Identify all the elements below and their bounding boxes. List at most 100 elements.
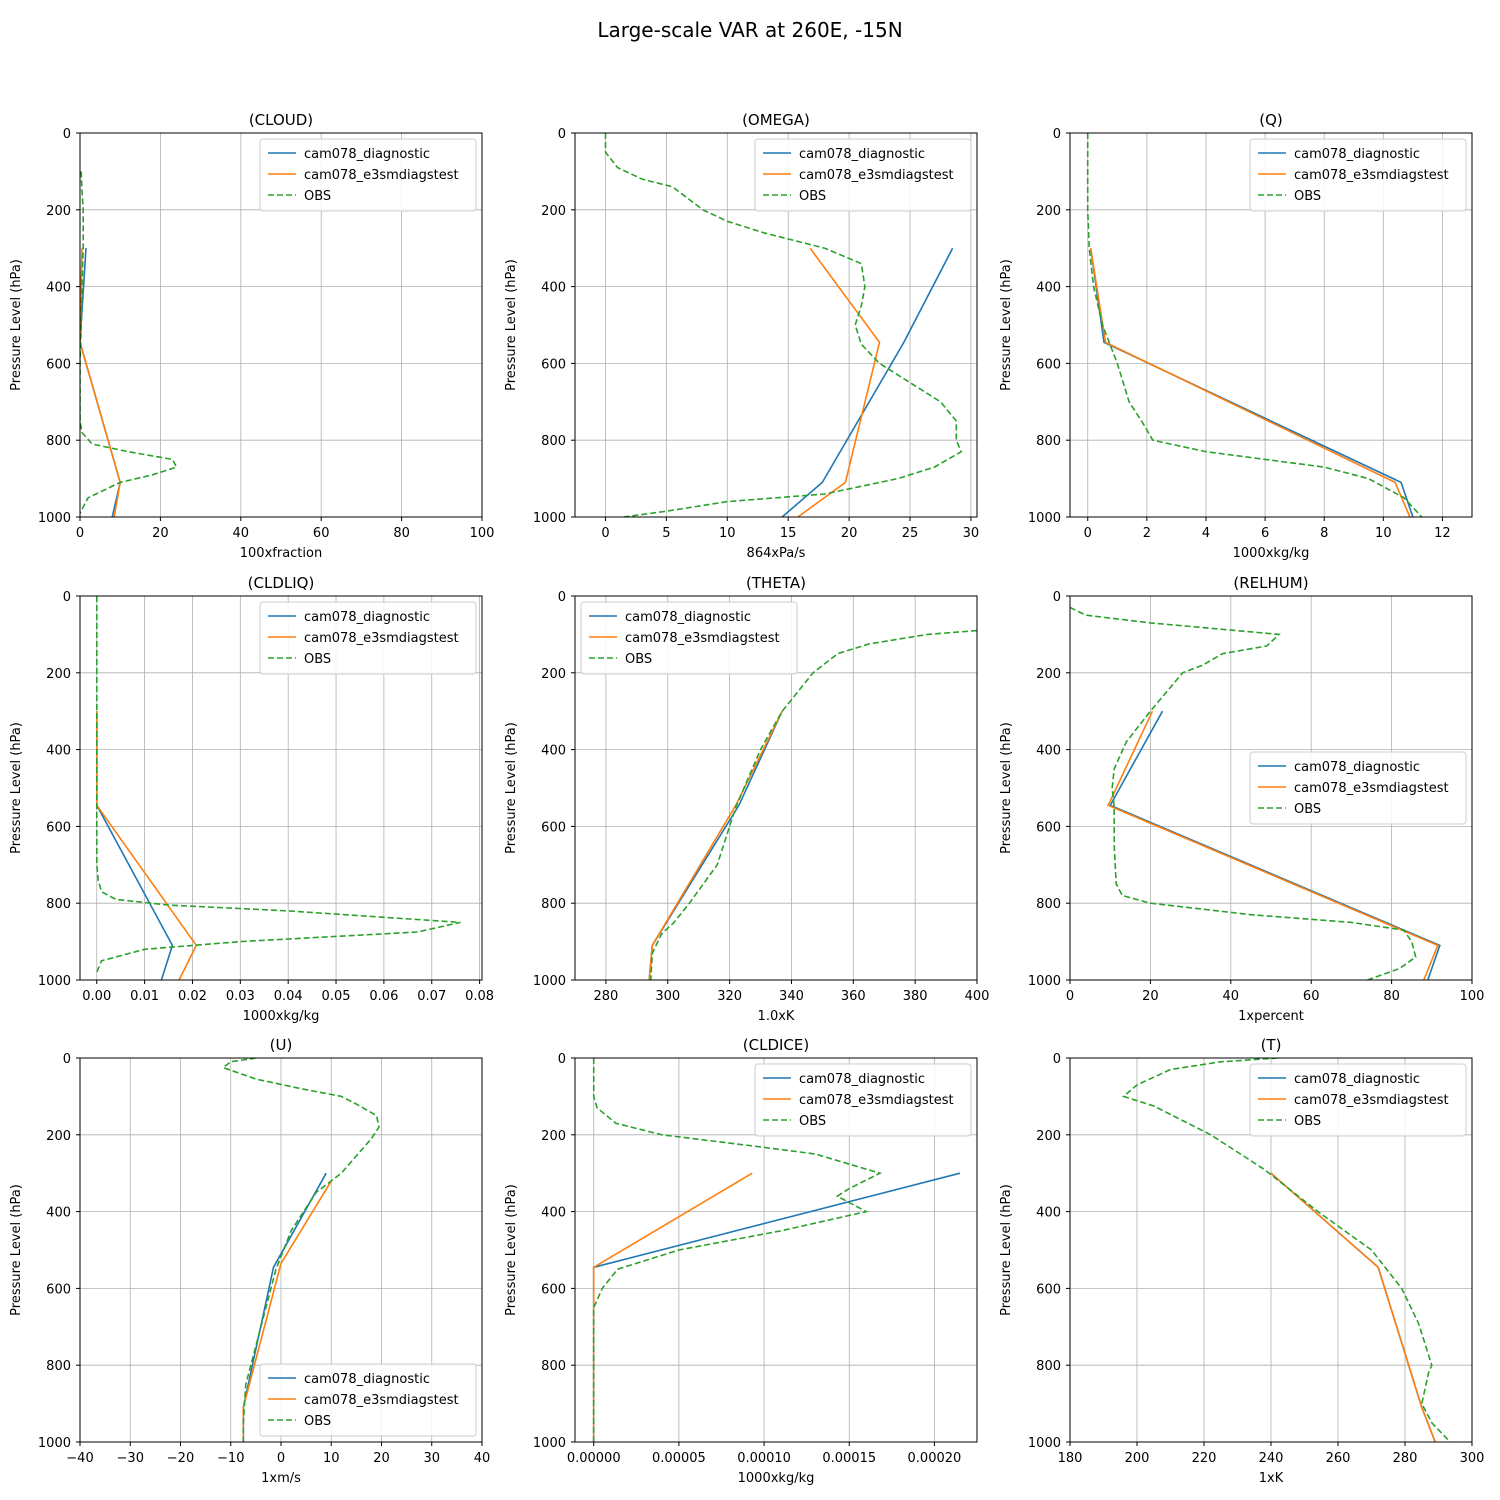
subplot-grid: 0 20 40 60 80 10002004006008001000(CLOUD)100x… <box>9 111 1484 1486</box>
y-tick-label: 1000 <box>1028 974 1061 989</box>
x-tick-label: 320 <box>717 989 742 1004</box>
legend-box <box>1249 138 1467 212</box>
legend: cam078_diagnostic cam078_e3smdiagstest OBS <box>1249 1063 1467 1137</box>
series-line-OBS <box>1086 133 1423 517</box>
x-tick-label: 40 <box>1223 989 1240 1004</box>
panel-title: (CLOUD) <box>249 111 313 129</box>
x-tick-label: 300 <box>1460 1451 1485 1466</box>
x-tick-label: 4 <box>1202 526 1210 541</box>
panel-q: 0 2 4 6 8 10 12 0 200 400 600 800 1000 (Q) 1000xkg/kg P… <box>999 111 1473 561</box>
series-line-OBS <box>650 629 977 980</box>
legend-entry: cam078_diagnostic <box>799 147 925 162</box>
panel-title: (OMEGA) <box>742 111 810 129</box>
x-tick-label: 300 <box>655 989 680 1004</box>
y-tick-label: 200 <box>46 1129 71 1144</box>
x-tick-label: 280 <box>1393 1451 1418 1466</box>
x-tick-label: 25 <box>902 526 919 541</box>
y-tick-label: 400 <box>541 281 566 296</box>
x-tick-label: 0 <box>76 526 84 541</box>
legend-entry: cam078_e3smdiagstest <box>1294 781 1449 796</box>
x-tick-label: 20 <box>152 526 169 541</box>
x-axis-label: 1.0xK <box>758 1009 795 1024</box>
x-tick-label: 60 <box>1303 989 1320 1004</box>
y-axis-label: Pressure Level (hPa) <box>504 1184 519 1316</box>
axes-frame <box>79 595 483 981</box>
x-axis-label: 1000xkg/kg <box>738 1471 815 1486</box>
legend-entry: OBS <box>799 189 826 204</box>
x-axis-label: 100xfraction <box>240 546 322 561</box>
y-tick-label: 0 <box>63 1052 71 1067</box>
y-tick-label: 1000 <box>1028 1436 1061 1451</box>
y-tick-label: 1000 <box>38 511 71 526</box>
legend-entry: cam078_diagnostic <box>304 610 430 625</box>
y-tick-label: 600 <box>1036 357 1061 372</box>
x-tick-label: 0.03 <box>226 989 255 1004</box>
y-tick-label: 0 <box>63 127 71 142</box>
y-tick-label: 200 <box>541 667 566 682</box>
axes-frame <box>574 1057 978 1443</box>
panel-theta: 280 300 320 340 360 380 400 0 200 400 600 800 1000 (T… <box>504 574 989 1024</box>
y-tick-label: 600 <box>1036 1282 1061 1297</box>
x-tick-label: 200 <box>1125 1451 1150 1466</box>
y-tick-label: 0 <box>1053 1052 1061 1067</box>
legend-entry: cam078_e3smdiagstest <box>304 1393 459 1408</box>
panel-title: (RELHUM) <box>1233 574 1308 592</box>
x-tick-label: 20 <box>841 526 858 541</box>
x-tick-label: 0 <box>277 1451 285 1466</box>
legend-entry: OBS <box>799 1114 826 1129</box>
y-tick-label: 600 <box>46 820 71 835</box>
y-tick-label: 200 <box>1036 204 1061 219</box>
y-tick-label: 1000 <box>533 974 566 989</box>
x-tick-label: 2 <box>1143 526 1151 541</box>
x-axis-label: 1xpercent <box>1238 1009 1304 1024</box>
x-tick-label: 80 <box>1383 989 1400 1004</box>
series-line-cam078_e3smdiagstest <box>1107 710 1439 980</box>
y-tick-label: 200 <box>46 204 71 219</box>
y-tick-label: 400 <box>46 744 71 759</box>
y-tick-label: 800 <box>541 897 566 912</box>
panel-cloud: 0 20 40 60 80 10002004006008001000(CLOUD)100x… <box>9 111 494 561</box>
y-tick-label: 200 <box>541 1129 566 1144</box>
x-axis-label: 1xK <box>1259 1471 1284 1486</box>
x-tick-label: −40 <box>66 1451 93 1466</box>
y-axis-label: Pressure Level (hPa) <box>999 1184 1014 1316</box>
legend: cam078_diagnostic cam078_e3smdiagstest OBS <box>754 1063 972 1137</box>
series-line-cam078_e3smdiagstest <box>797 247 881 517</box>
y-tick-label: 800 <box>541 434 566 449</box>
y-tick-label: 200 <box>46 667 71 682</box>
legend-entry: cam078_e3smdiagstest <box>799 1093 954 1108</box>
x-axis-label: 864xPa/s <box>747 546 806 561</box>
legend: cam078_diagnostic cam078_e3smdiagstest OBS <box>259 138 477 212</box>
y-tick-label: 800 <box>1036 1359 1061 1374</box>
x-tick-label: 10 <box>1375 526 1392 541</box>
y-tick-label: 400 <box>1036 1206 1061 1221</box>
x-tick-label: 40 <box>233 526 250 541</box>
axes-frame <box>1069 132 1473 518</box>
x-axis-label: 1000xkg/kg <box>243 1009 320 1024</box>
y-tick-label: 400 <box>541 1206 566 1221</box>
y-tick-label: 400 <box>1036 744 1061 759</box>
x-axis-label: 1xm/s <box>261 1471 301 1486</box>
legend-entry: OBS <box>304 652 331 667</box>
legend: cam078_diagnostic cam078_e3smdiagstest OBS <box>1249 751 1467 825</box>
panel-title: (U) <box>270 1036 293 1054</box>
series-line-cam078_e3smdiagstest <box>648 710 783 980</box>
y-tick-label: 800 <box>46 1359 71 1374</box>
x-tick-label: 100 <box>470 526 495 541</box>
x-tick-label: 20 <box>1142 989 1159 1004</box>
y-tick-label: 800 <box>1036 434 1061 449</box>
x-tick-label: 360 <box>841 989 866 1004</box>
panel-cldliq: 0.00 0.01 0.02 0.03 0.04 0.05 0.06 0.07 0.08 0 200… <box>9 574 494 1024</box>
legend-entry: OBS <box>1294 189 1321 204</box>
y-tick-label: 400 <box>46 281 71 296</box>
x-tick-label: 8 <box>1320 526 1328 541</box>
axes-frame <box>79 132 483 518</box>
panel-title: (Q) <box>1259 111 1283 129</box>
y-tick-label: 0 <box>558 590 566 605</box>
x-tick-label: 10 <box>323 1451 340 1466</box>
legend: cam078_diagnostic cam078_e3smdiagstest OBS <box>259 601 477 675</box>
figure-title: Large-scale VAR at 260E, -15N <box>597 18 902 42</box>
panel-title: (CLDICE) <box>743 1036 809 1054</box>
y-tick-label: 600 <box>541 1282 566 1297</box>
